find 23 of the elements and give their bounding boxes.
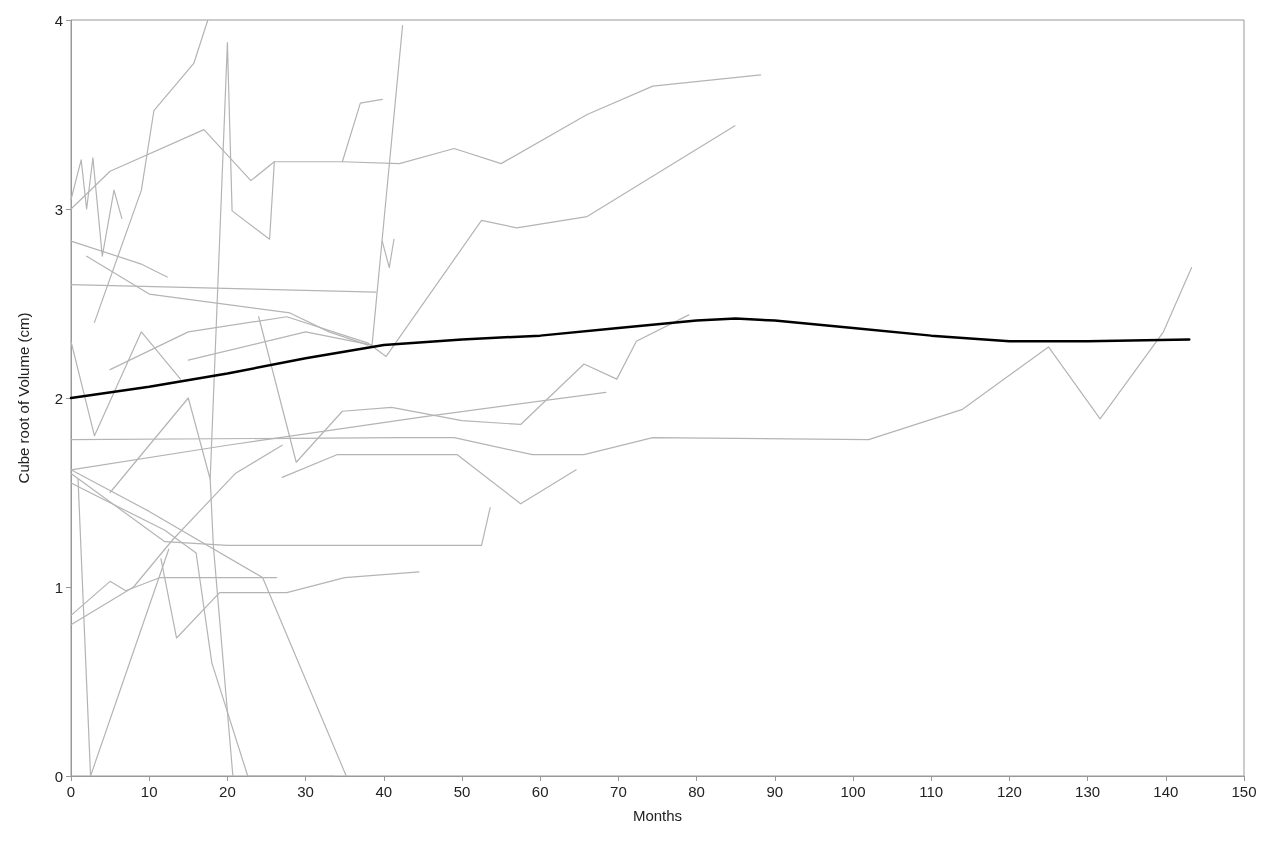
x-tick-label: 0: [66, 783, 76, 800]
x-tick-label: 150: [1231, 783, 1257, 800]
x-tick-label: 100: [840, 783, 866, 800]
x-tick-label: 130: [1075, 783, 1101, 800]
x-tick-label: 10: [140, 783, 158, 800]
x-tick-label: 50: [453, 783, 471, 800]
y-axis-title: Cube root of Volume (cm): [15, 312, 32, 484]
x-axis-title: Months: [632, 807, 683, 824]
y-tick-label: 1: [54, 578, 63, 596]
x-tick-label: 80: [688, 783, 705, 800]
y-tick-label: 3: [54, 200, 63, 218]
x-tick-label: 140: [1153, 783, 1179, 800]
y-tick-label: 0: [54, 767, 63, 785]
x-tick-label: 20: [219, 783, 236, 800]
y-tick-label: 2: [54, 389, 63, 407]
x-tick-label: 110: [919, 783, 944, 800]
y-tick-label: 4: [54, 11, 63, 29]
x-tick-label: 30: [297, 783, 314, 800]
x-tick-label: 60: [531, 783, 549, 800]
x-tick-label: 40: [375, 783, 393, 800]
x-tick-label: 90: [766, 783, 784, 800]
x-tick-label: 70: [610, 783, 627, 800]
x-tick-label: 120: [996, 783, 1022, 800]
